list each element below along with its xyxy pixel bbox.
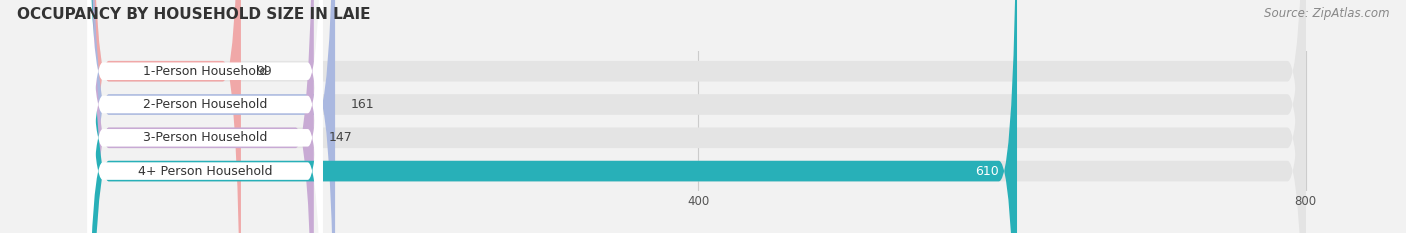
FancyBboxPatch shape <box>90 0 240 233</box>
FancyBboxPatch shape <box>87 0 323 233</box>
Text: OCCUPANCY BY HOUSEHOLD SIZE IN LAIE: OCCUPANCY BY HOUSEHOLD SIZE IN LAIE <box>17 7 370 22</box>
FancyBboxPatch shape <box>90 0 1306 233</box>
FancyBboxPatch shape <box>90 0 1306 233</box>
Text: 2-Person Household: 2-Person Household <box>143 98 267 111</box>
FancyBboxPatch shape <box>90 0 1306 233</box>
FancyBboxPatch shape <box>90 0 335 233</box>
FancyBboxPatch shape <box>87 0 323 233</box>
FancyBboxPatch shape <box>90 0 314 233</box>
Text: 4+ Person Household: 4+ Person Household <box>138 164 273 178</box>
Text: 3-Person Household: 3-Person Household <box>143 131 267 144</box>
FancyBboxPatch shape <box>87 0 323 233</box>
Text: 161: 161 <box>350 98 374 111</box>
Text: 610: 610 <box>974 164 998 178</box>
FancyBboxPatch shape <box>87 0 323 233</box>
Text: 99: 99 <box>256 65 271 78</box>
FancyBboxPatch shape <box>90 0 1017 233</box>
Text: 1-Person Household: 1-Person Household <box>143 65 267 78</box>
Text: 147: 147 <box>329 131 353 144</box>
FancyBboxPatch shape <box>90 0 1306 233</box>
Text: Source: ZipAtlas.com: Source: ZipAtlas.com <box>1264 7 1389 20</box>
